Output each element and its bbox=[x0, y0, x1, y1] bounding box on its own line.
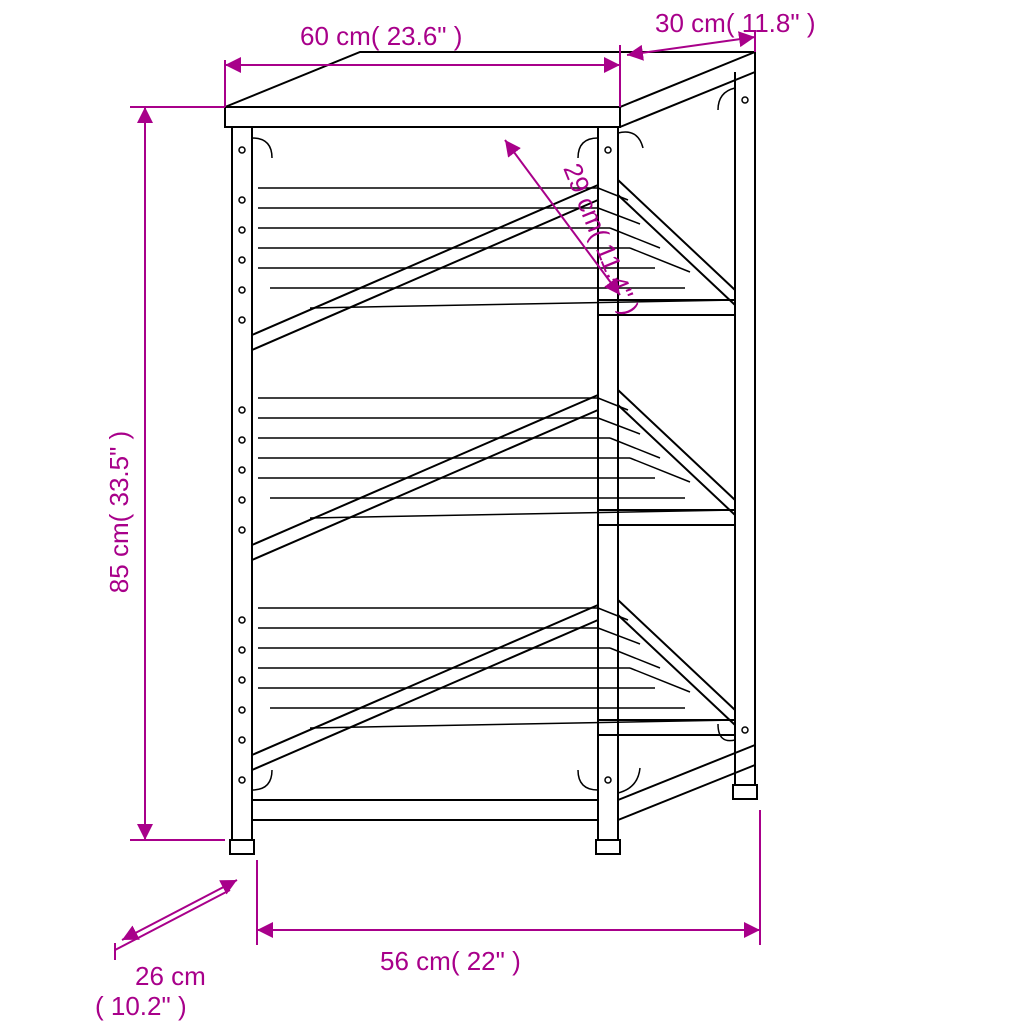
dim-width-bottom-in: ( 22" ) bbox=[451, 946, 521, 976]
svg-text:85 cm( 33.5" ): 85 cm( 33.5" ) bbox=[104, 431, 134, 593]
dimension-diagram: 60 cm( 23.6" ) 30 cm( 11.8" ) 85 cm( 33.… bbox=[0, 0, 1024, 1024]
furniture-outline bbox=[225, 52, 757, 854]
dim-depth-bottom: 26 cm ( 10.2" ) bbox=[95, 880, 237, 1021]
shelf-tier-3 bbox=[239, 600, 735, 770]
shelf-tier-2 bbox=[239, 390, 735, 560]
dim-width-bottom-cm: 56 cm bbox=[380, 946, 451, 976]
dim-shelf-depth: 29 cm( 11.4" ) bbox=[505, 140, 645, 319]
dim-width-top: 60 cm( 23.6" ) bbox=[225, 21, 620, 107]
dim-depth-bottom-cm: 26 cm bbox=[135, 961, 206, 991]
dim-width-top-cm: 60 cm bbox=[300, 21, 371, 51]
shelf-tier-1 bbox=[239, 180, 735, 350]
svg-text:56 cm( 22" ): 56 cm( 22" ) bbox=[380, 946, 521, 976]
dim-shelf-depth-cm: 29 cm bbox=[557, 159, 611, 236]
svg-text:( 10.2" ): ( 10.2" ) bbox=[95, 991, 187, 1021]
dim-depth-top-in: ( 11.8" ) bbox=[726, 8, 816, 38]
svg-text:60 cm( 23.6" ): 60 cm( 23.6" ) bbox=[300, 21, 462, 51]
svg-text:30 cm( 11.8" ): 30 cm( 11.8" ) bbox=[655, 8, 815, 38]
dim-depth-top-cm: 30 cm bbox=[655, 8, 726, 38]
dim-depth-bottom-in: ( 10.2" ) bbox=[95, 991, 187, 1021]
dim-height-cm: 85 cm bbox=[104, 522, 134, 593]
dim-height: 85 cm( 33.5" ) bbox=[104, 107, 225, 840]
dim-width-bottom: 56 cm( 22" ) bbox=[257, 810, 760, 976]
dim-width-top-in: ( 23.6" ) bbox=[371, 21, 463, 51]
dim-height-in: ( 33.5" ) bbox=[104, 431, 134, 523]
svg-text:26 cm: 26 cm bbox=[135, 961, 206, 991]
dim-depth-top: 30 cm( 11.8" ) bbox=[627, 8, 815, 55]
svg-text:29 cm( 11.4" ): 29 cm( 11.4" ) bbox=[557, 159, 645, 319]
